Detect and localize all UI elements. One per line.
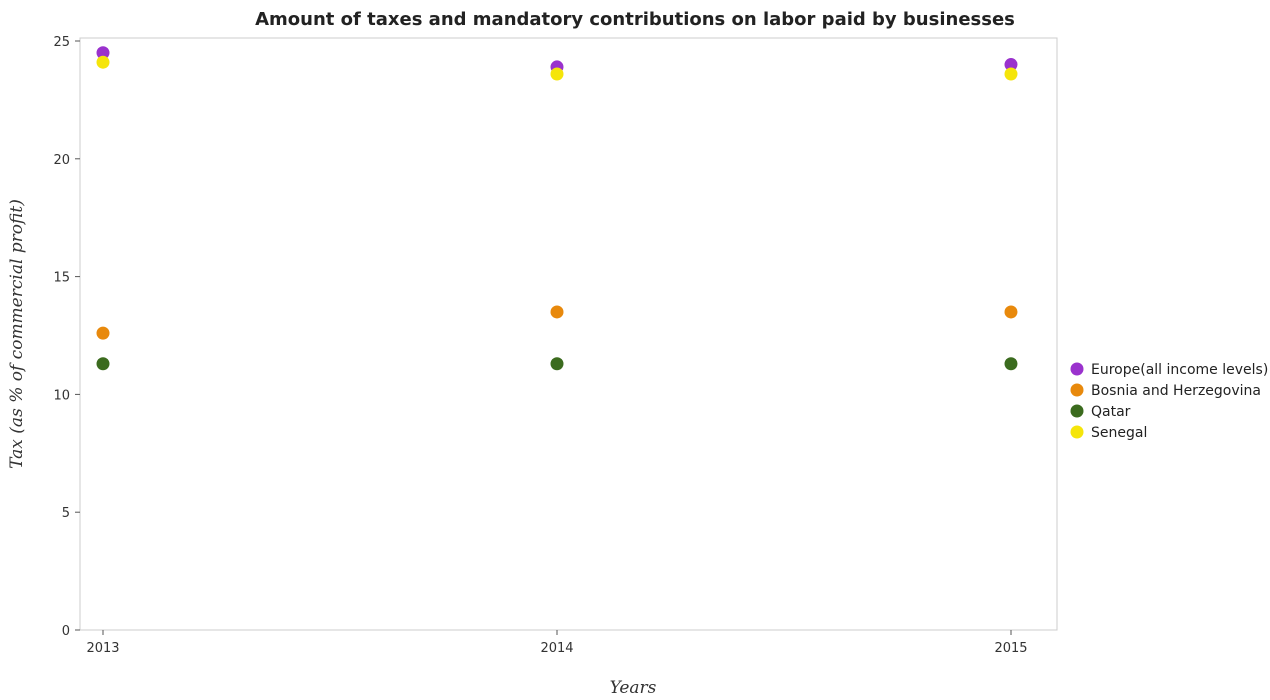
y-tick-label: 25 xyxy=(53,35,70,50)
y-tick-label: 5 xyxy=(62,506,70,521)
data-point xyxy=(1004,305,1018,319)
data-points xyxy=(96,46,1018,371)
y-axis-label: Tax (as % of commercial profit) xyxy=(7,199,27,469)
legend-label: Europe(all income levels) xyxy=(1091,362,1268,378)
data-point xyxy=(1004,58,1018,72)
legend-marker xyxy=(1070,404,1084,418)
data-point xyxy=(96,46,110,60)
data-point xyxy=(550,305,564,319)
chart-title: Amount of taxes and mandatory contributi… xyxy=(255,9,1015,30)
y-tick-label: 10 xyxy=(53,388,70,403)
data-point xyxy=(96,55,110,69)
y-tick-label: 15 xyxy=(53,271,70,286)
x-tick-label: 2014 xyxy=(540,641,573,656)
legend-label: Qatar xyxy=(1091,404,1131,420)
x-axis-label: Years xyxy=(610,678,657,698)
y-tick-label: 0 xyxy=(62,624,70,639)
legend: Europe(all income levels) Bosnia and Herz… xyxy=(1070,362,1268,441)
x-axis: 2013 2014 2015 xyxy=(86,630,1028,656)
y-tick-label: 20 xyxy=(53,153,70,168)
legend-marker xyxy=(1070,425,1084,439)
data-point xyxy=(96,357,110,371)
legend-marker xyxy=(1070,383,1084,397)
plot-area xyxy=(79,37,1058,631)
legend-marker xyxy=(1070,362,1084,376)
x-tick-label: 2013 xyxy=(86,641,119,656)
data-point xyxy=(550,357,564,371)
data-point xyxy=(96,326,110,340)
data-point xyxy=(550,67,564,81)
x-tick-label: 2015 xyxy=(994,641,1027,656)
data-point xyxy=(1004,357,1018,371)
y-axis: 0 5 10 15 20 25 xyxy=(53,35,80,639)
legend-label: Bosnia and Herzegovina xyxy=(1091,383,1261,399)
legend-label: Senegal xyxy=(1091,425,1147,441)
data-point xyxy=(1004,67,1018,81)
